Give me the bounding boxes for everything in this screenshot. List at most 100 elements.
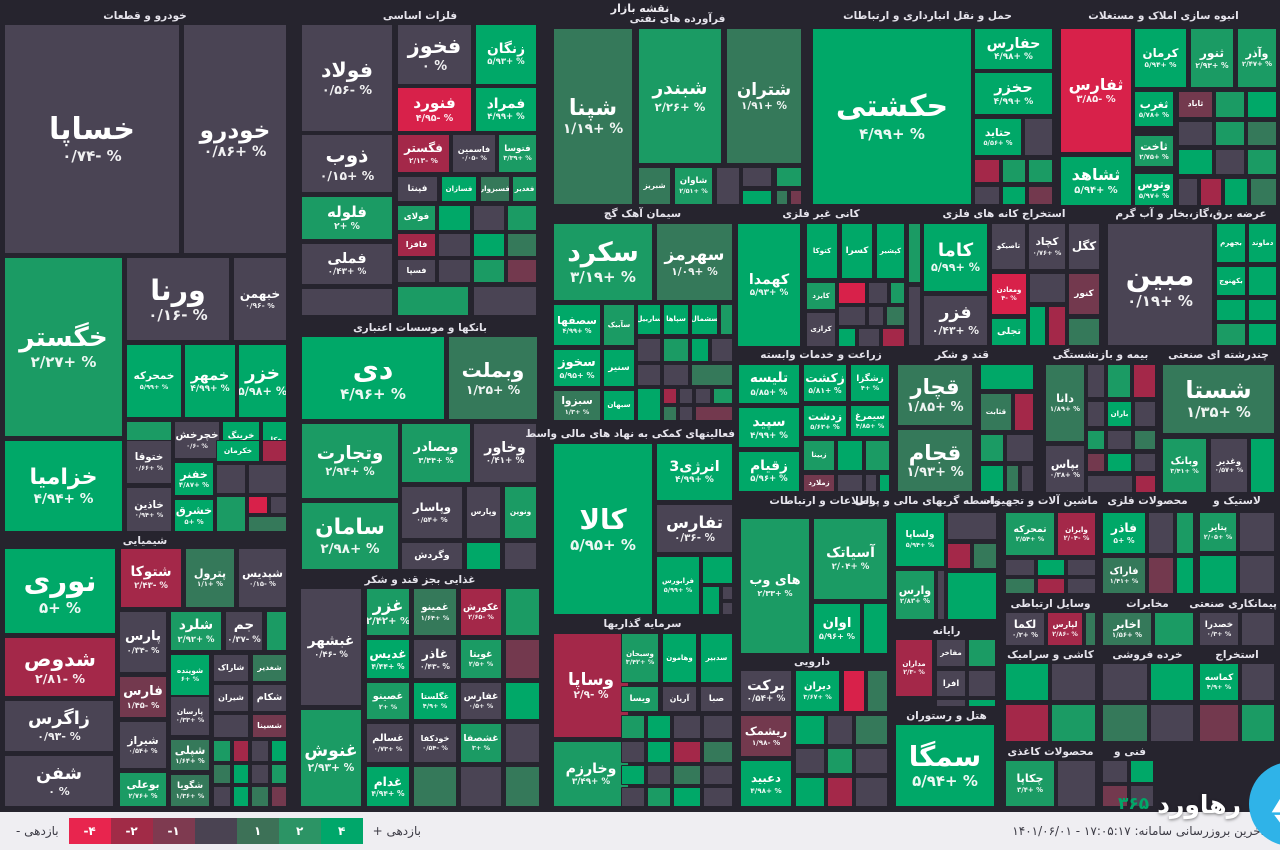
tile-جم[interactable]: جم ۰/۳۷- %	[225, 611, 263, 651]
tile-filler[interactable]	[621, 787, 645, 807]
tile-filler[interactable]	[827, 777, 853, 807]
tile-فسبزوار[interactable]: فسبزوار	[480, 176, 510, 202]
tile-حخزر[interactable]: حخزر ۴/۹۹+ %	[974, 72, 1053, 115]
tile-filler[interactable]	[1239, 555, 1275, 594]
tile-غفارس[interactable]: غفارس ۰/۵+ %	[460, 682, 502, 720]
tile-filler[interactable]	[637, 338, 661, 362]
tile-filler[interactable]	[663, 388, 677, 404]
tile-کتوکا[interactable]: کتوکا	[806, 223, 838, 279]
tile-filler[interactable]	[213, 764, 231, 784]
tile-filler[interactable]	[908, 286, 921, 346]
tile-filler[interactable]	[1134, 401, 1156, 427]
tile-زبینا[interactable]: زبینا	[803, 440, 835, 471]
tile-filler[interactable]	[248, 496, 268, 514]
tile-filler[interactable]	[663, 364, 689, 386]
tile-وپاسار[interactable]: وپاسار ۰/۵۴+ %	[401, 486, 463, 539]
tile-filler[interactable]	[1215, 121, 1245, 146]
tile-filler[interactable]	[1005, 578, 1035, 594]
tile-فپنتا[interactable]: فپنتا	[397, 176, 438, 202]
tile-filler[interactable]	[890, 282, 905, 304]
tile-filler[interactable]	[867, 670, 888, 712]
tile-filler[interactable]	[1051, 663, 1096, 701]
tile-filler[interactable]	[843, 670, 865, 712]
tile-شستا[interactable]: شستا ۱/۳۵+ %	[1162, 364, 1275, 434]
tile-آریا[interactable]	[266, 611, 287, 651]
tile-filler[interactable]	[1048, 306, 1066, 346]
tile-filler[interactable]	[973, 543, 997, 569]
tile-filler[interactable]	[262, 440, 287, 462]
tile-آسیاتک[interactable]: آسیاتک ۲/۰۴+ %	[813, 518, 888, 600]
tile-افرا[interactable]: افرا	[936, 670, 966, 697]
tile-filler[interactable]	[460, 766, 502, 807]
tile-filler[interactable]	[663, 406, 677, 421]
tile-حکشتی[interactable]: حکشتی ۴/۹۹+ %	[812, 28, 972, 205]
tile-filler[interactable]	[1248, 266, 1277, 296]
tile-دماوند[interactable]: دماوند	[1248, 223, 1277, 263]
tile-filler[interactable]	[1178, 178, 1198, 206]
tile-filler[interactable]	[270, 496, 287, 514]
tile-کالا[interactable]: کالا ۵/۹۵+ %	[553, 443, 653, 615]
tile-حفارس[interactable]: حفارس ۴/۹۸+ %	[974, 28, 1053, 70]
tile-filler[interactable]	[216, 496, 246, 532]
tile-filler[interactable]	[251, 740, 269, 762]
tile-filler[interactable]	[647, 715, 671, 739]
tile-پارس[interactable]: پارس ۰/۳۴- %	[119, 611, 167, 673]
tile-filler[interactable]	[647, 741, 671, 763]
tile-filler[interactable]	[713, 388, 733, 404]
tile-فنورد[interactable]: فنورد ۴/۹۵- %	[397, 87, 472, 132]
tile-filler[interactable]	[1248, 323, 1277, 346]
tile-سصفها[interactable]: سصفها ۴/۹۹+ %	[553, 304, 601, 346]
tile-filler[interactable]	[837, 474, 863, 492]
tile-filler[interactable]	[1134, 430, 1156, 450]
tile-filler[interactable]	[703, 715, 733, 739]
tile-شاوان[interactable]: شاوان ۲/۵۱+ %	[674, 167, 713, 205]
tile-filler[interactable]	[855, 777, 888, 807]
tile-غدام[interactable]: غدام ۴/۹۴+ %	[366, 766, 410, 807]
tile-filler[interactable]	[1107, 364, 1131, 398]
tile-ولساپا[interactable]: ولساپا ۵/۹۴+ %	[895, 512, 945, 567]
tile-filler[interactable]	[621, 715, 645, 739]
tile-وبصادر[interactable]: وبصادر ۳/۴۴+ %	[401, 423, 471, 483]
tile-کسرا[interactable]: کسرا	[841, 223, 873, 279]
tile-ذوب[interactable]: ذوب ۰/۱۵+ %	[301, 134, 393, 193]
tile-filler[interactable]	[413, 766, 457, 807]
tile-زقیام[interactable]: زقیام ۵/۹۶+ %	[738, 451, 800, 492]
tile-filler[interactable]	[1133, 364, 1156, 398]
tile-فگستر[interactable]: فگستر ۲/۱۳- %	[397, 134, 450, 173]
tile-مداران[interactable]: مداران ۲/۳- %	[895, 639, 933, 697]
tile-filler[interactable]	[742, 167, 772, 187]
tile-ساربیل[interactable]: ساربیل	[637, 304, 661, 335]
tile-filler[interactable]	[505, 723, 540, 763]
tile-خفنر[interactable]: خفنر ۴/۸۷+ %	[174, 462, 214, 496]
tile-filler[interactable]	[673, 787, 701, 807]
tile-پترول[interactable]: پترول ۱/۱+ %	[185, 548, 235, 608]
tile-filler[interactable]	[1176, 557, 1194, 594]
tile-filler[interactable]	[711, 338, 733, 362]
tile-filler[interactable]	[1102, 663, 1148, 701]
tile-شتوکا[interactable]: شتوکا ۲/۴۳- %	[120, 548, 182, 608]
tile-شیراز[interactable]: شیراز ۰/۵۴+ %	[119, 721, 167, 769]
tile-زدشت[interactable]: زدشت ۵/۶۳+ %	[803, 405, 847, 437]
tile-شگویا[interactable]: شگویا ۱/۳۶+ %	[170, 774, 210, 807]
tile-filler[interactable]	[980, 465, 1004, 492]
tile-وبانک[interactable]: وبانک ۳/۴۱+ %	[1162, 438, 1207, 493]
tile-غشصفا[interactable]: غشصفا ۳+ %	[460, 723, 502, 763]
tile-بکهنوج[interactable]: بکهنوج	[1216, 266, 1246, 296]
tile-سمگا[interactable]: سمگا ۵/۹۴+ %	[895, 724, 995, 807]
tile-شبریز[interactable]: شبریز	[638, 167, 671, 205]
tile-لپارس[interactable]: لپارس ۲/۸۶- %	[1047, 612, 1083, 646]
tile-غگلستا[interactable]: غگلستا ۴/۹+ %	[413, 682, 457, 720]
tile-فتوسا[interactable]: فتوسا ۳/۳۹+ %	[498, 134, 537, 173]
tile-تمحرکه[interactable]: تمحرکه ۲/۵۴+ %	[1005, 512, 1055, 556]
tile-وارس[interactable]: وارس ۲/۸۳+ %	[895, 570, 935, 620]
tile-تجلی[interactable]: تجلی	[991, 318, 1027, 346]
tile-filler[interactable]	[1247, 91, 1277, 118]
tile-کرمان[interactable]: کرمان ۵/۹۴+ %	[1134, 28, 1187, 88]
tile-ثشاهد[interactable]: ثشاهد ۵/۹۴+ %	[1060, 156, 1132, 206]
tile-های وب[interactable]: های وب ۲/۳۳+ %	[740, 518, 810, 654]
tile-غویتا[interactable]: غویتا ۲/۵+ %	[460, 639, 502, 679]
tile-خساپا[interactable]: خساپا ۰/۷۴- %	[4, 24, 180, 254]
tile-صبا[interactable]: صبا	[700, 686, 733, 712]
tile-شتران[interactable]: شتران ۱/۹۱+ %	[726, 28, 802, 164]
tile-filler[interactable]	[1107, 430, 1132, 450]
